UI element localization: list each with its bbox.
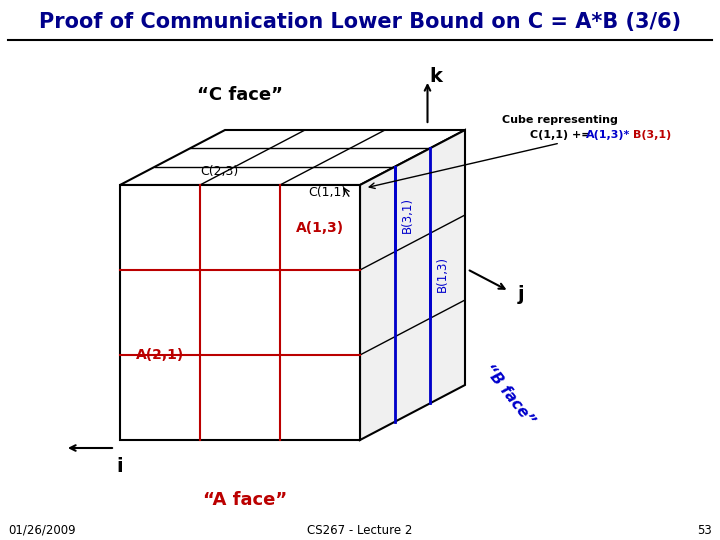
- Text: A(2,1): A(2,1): [136, 348, 184, 362]
- Polygon shape: [120, 185, 360, 440]
- Text: “B face”: “B face”: [480, 362, 537, 428]
- Polygon shape: [120, 130, 465, 185]
- Text: B(3,1): B(3,1): [633, 130, 671, 140]
- Text: 01/26/2009: 01/26/2009: [8, 523, 76, 537]
- Text: “C face”: “C face”: [197, 86, 283, 104]
- Text: 53: 53: [697, 523, 712, 537]
- Text: i: i: [117, 456, 123, 476]
- Text: A(1,3): A(1,3): [296, 220, 344, 234]
- Text: C(1,1): C(1,1): [308, 186, 346, 199]
- Text: k: k: [429, 68, 442, 86]
- Text: B(3,1): B(3,1): [401, 198, 414, 233]
- Polygon shape: [360, 130, 465, 440]
- Text: B(1,3): B(1,3): [436, 255, 449, 292]
- Text: Proof of Communication Lower Bound on C = A*B (3/6): Proof of Communication Lower Bound on C …: [39, 12, 681, 32]
- Text: A(1,3)*: A(1,3)*: [586, 130, 631, 140]
- Text: j: j: [518, 285, 524, 303]
- Text: Cube representing: Cube representing: [502, 115, 618, 125]
- Text: “A face”: “A face”: [203, 491, 287, 509]
- Text: C(2,3): C(2,3): [201, 165, 239, 178]
- Text: C(1,1) +=: C(1,1) +=: [530, 130, 590, 140]
- Text: CS267 - Lecture 2: CS267 - Lecture 2: [307, 523, 413, 537]
